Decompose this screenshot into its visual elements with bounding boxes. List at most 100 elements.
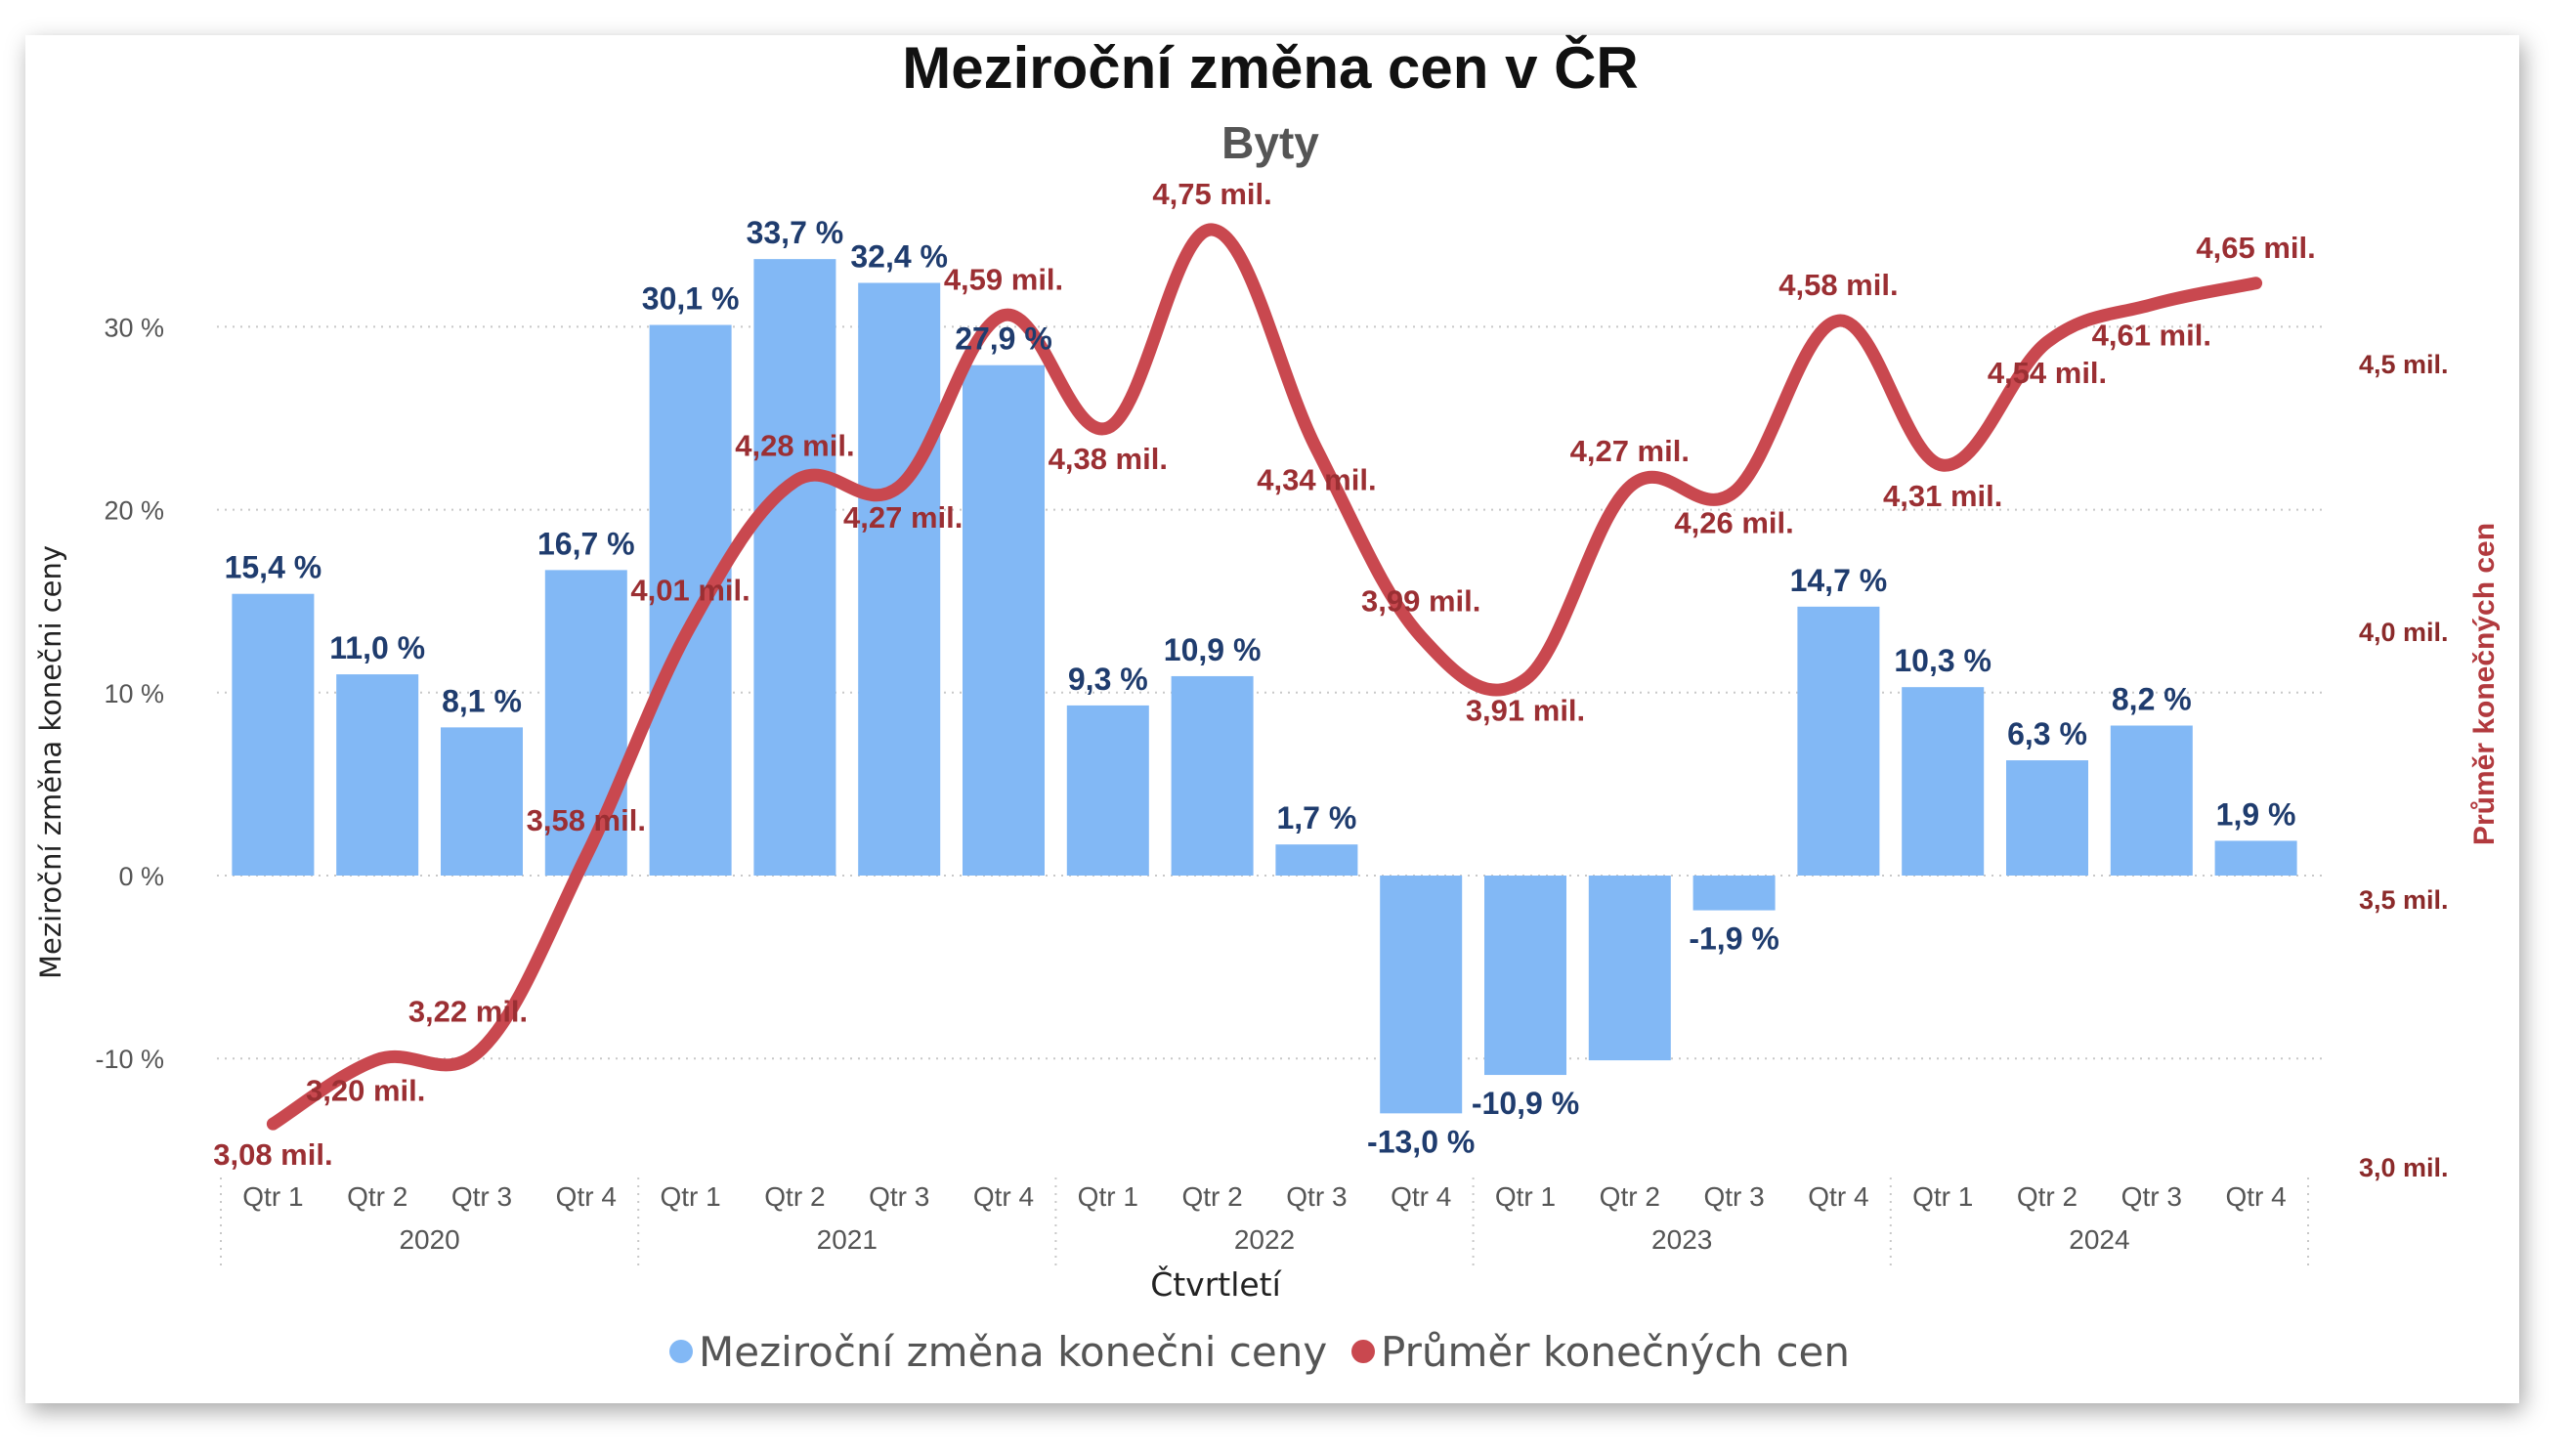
line-data-label: 4,27 mil. [1570,434,1690,468]
bar [544,570,627,876]
bar-data-label: 33,7 % [747,215,844,250]
bar-data-label: 8,1 % [442,683,522,718]
x-tick-label: Qtr 3 [451,1181,512,1212]
bar [1692,876,1776,911]
chart-subtitle: Byty [1221,117,1319,168]
x-year-label: 2021 [817,1224,878,1255]
x-tick-label: Qtr 2 [1600,1181,1660,1212]
x-year-label: 2024 [2069,1224,2129,1255]
line-data-label: 4,26 mil. [1674,506,1793,540]
line-data-label: 4,34 mil. [1257,463,1376,497]
y-tick-label: 0 % [118,862,164,891]
y-tick-label: -10 % [95,1045,164,1074]
line-data-label: 4,01 mil. [630,574,750,608]
x-tick-label: Qtr 2 [764,1181,825,1212]
bar [1275,844,1358,876]
y2-axis-label: Průměr konečných cen [2468,523,2501,845]
x-tick-label: Qtr 1 [1495,1181,1556,1212]
bar [1171,675,1254,876]
x-tick-label: Qtr 2 [347,1181,407,1212]
bar-data-label: 1,7 % [1276,800,1356,835]
bar-data-label: 27,9 % [955,321,1052,357]
x-axis: Qtr 1 Qtr 2 Qtr 3 Qtr 4 Qtr 1 Qtr 2 Qtr 3 Qtr 4… [220,1178,2309,1266]
line-data-label: 4,61 mil. [2092,319,2211,353]
bar-data-labels: 15,4 % 11,0 % 8,1 % 16,7 % 30,1 %33,7 %32,4 … [225,215,2296,1159]
bar [753,259,836,876]
y2-tick-label: 4,5 mil. [2359,350,2449,379]
legend-bar-marker [669,1340,693,1363]
x-tick-label: Qtr 4 [556,1181,617,1212]
chart-card [25,35,2519,1403]
x-year-label: 2022 [1234,1224,1295,1255]
bar-data-label: 16,7 % [537,526,635,561]
line-data-label: 3,08 mil. [213,1137,332,1172]
x-year-label: 2020 [399,1224,459,1255]
y2-tick-label: 3,5 mil. [2359,885,2449,915]
y2-tick-label: 4,0 mil. [2359,618,2449,647]
line-data-label: 4,58 mil. [1778,268,1898,302]
line-data-label: 4,27 mil. [843,500,963,535]
bar [232,593,315,876]
bar-data-label: 6,3 % [2007,716,2087,751]
bar-data-label: 9,3 % [1068,662,1148,697]
x-axis-label: Čtvrtletí [1150,1264,1282,1304]
line-data-label: 3,58 mil. [527,803,646,837]
legend: Meziroční změna konečni ceny Průměr kone… [669,1328,1850,1376]
x-tick-label: Qtr 3 [1286,1181,1347,1212]
y-tick-label: 30 % [104,313,164,342]
bar [441,727,523,876]
bar [858,282,941,876]
bar-data-label: 11,0 % [329,630,425,665]
bar [2110,725,2193,876]
x-tick-label: Qtr 4 [1808,1181,1868,1212]
x-tick-label: Qtr 2 [2017,1181,2077,1212]
line-data-label: 4,28 mil. [735,429,854,463]
bar-data-label: 8,2 % [2112,681,2192,716]
x-tick-label: Qtr 3 [869,1181,929,1212]
bar-data-label: -10,9 % [1472,1086,1579,1121]
bar [649,324,732,876]
line-path [266,223,2263,1131]
y2-tick-label: 3,0 mil. [2359,1153,2449,1182]
bar [963,364,1045,876]
y-tick-label: 10 % [104,679,164,708]
x-tick-label: Qtr 4 [973,1181,1034,1212]
line-data-label: 3,20 mil. [306,1073,425,1107]
line-data-label: 4,59 mil. [944,263,1063,297]
bar-data-label: 30,1 % [642,281,740,317]
line-data-label: 4,31 mil. [1883,479,2002,513]
bar-series [232,259,2297,1114]
bar [1902,687,1985,876]
line-data-labels: 3,08 mil. 3,20 mil. 3,22 mil. 3,58 mil. 4,01… [213,177,2316,1172]
x-tick-label: Qtr 1 [660,1181,720,1212]
bar-data-label: 1,9 % [2216,796,2296,832]
line-data-label: 4,75 mil. [1152,177,1271,211]
x-tick-label: Qtr 4 [2225,1181,2286,1212]
bar [336,674,419,876]
bar-data-label: 14,7 % [1790,563,1888,598]
line-data-label: 4,65 mil. [2196,231,2315,265]
line-data-label: 3,99 mil. [1361,583,1480,618]
bar [1588,876,1671,1061]
gridlines [217,325,2326,1060]
legend-line-label: Průměr konečných cen [1381,1328,1850,1376]
legend-line-marker [1351,1340,1375,1363]
x-tick-label: Qtr 2 [1181,1181,1242,1212]
bar [1066,705,1149,876]
chart-title: Meziroční změna cen v ČR [902,35,1639,101]
x-tick-label: Qtr 1 [1912,1181,1973,1212]
x-year-label: 2023 [1651,1224,1712,1255]
line-data-label: 4,38 mil. [1049,442,1168,476]
x-tick-label: Qtr 1 [1078,1181,1138,1212]
y-tick-label: 20 % [104,496,164,526]
line-data-label: 3,22 mil. [408,994,528,1028]
x-tick-label: Qtr 3 [2121,1181,2182,1212]
bar [1797,606,1880,876]
bar-data-label: -13,0 % [1367,1124,1475,1159]
bar [2006,760,2088,876]
x-tick-label: Qtr 1 [242,1181,303,1212]
bar-data-label: 32,4 % [850,238,948,274]
bar-data-label: 10,3 % [1894,643,1992,678]
bar [2214,840,2297,876]
bar-data-label: 15,4 % [225,550,322,585]
